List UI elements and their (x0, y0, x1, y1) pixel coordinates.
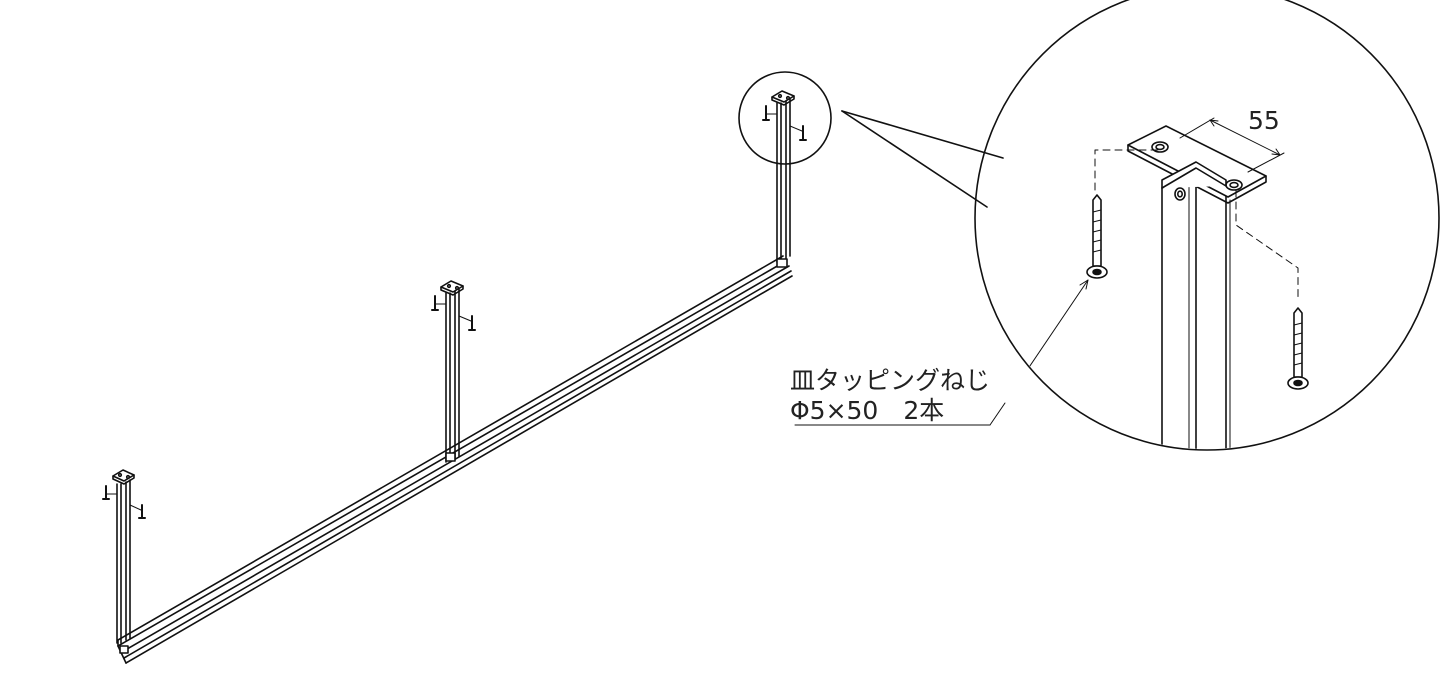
post-right (762, 90, 807, 268)
magnified-post (989, 117, 1309, 449)
detail-callout-circle (738, 71, 832, 165)
screw-name-label: 皿タッピングねじ (790, 366, 990, 395)
post-left (102, 469, 146, 644)
screw-left (1086, 194, 1108, 279)
detail-magnified-circle (974, 0, 1440, 451)
post-middle (431, 280, 476, 463)
screw-right (1287, 307, 1309, 390)
detail-leader-lines (841, 110, 1004, 208)
dimension-label: 55 (1248, 106, 1280, 135)
screw-spec-label: Φ5×50 2本 (790, 396, 944, 425)
